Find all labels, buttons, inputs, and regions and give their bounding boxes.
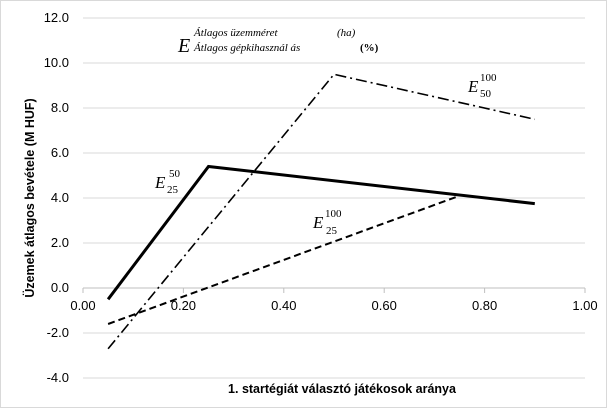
series-label-e25-100-base: E <box>312 213 324 232</box>
x-tick-label: 1.00 <box>572 298 597 313</box>
series-label-e25-50-base: E <box>154 173 166 192</box>
gridlines <box>82 17 586 379</box>
y-tick-label: 4.0 <box>51 190 69 205</box>
y-tick-label: 6.0 <box>51 145 69 160</box>
y-tick-label: 12.0 <box>44 10 69 25</box>
annotation-superscript-unit: (ha) <box>337 27 356 39</box>
x-tick-label: 0.00 <box>70 298 95 313</box>
series-line-solid <box>106 164 535 301</box>
x-axis-title: 1. startégiát választó játékosok aránya <box>228 382 457 396</box>
y-tick-label: 8.0 <box>51 100 69 115</box>
x-tick-label: 0.80 <box>472 298 497 313</box>
x-tick-label: 0.40 <box>271 298 296 313</box>
x-tick-labels: 0.00 0.20 0.40 0.60 0.80 1.00 <box>70 298 597 313</box>
series-label-e25-100: E 100 25 <box>312 208 342 237</box>
annotation-subscript-unit: (%) <box>360 42 379 54</box>
annotation-subscript: Átlagos gépkihasznál ás <box>193 42 300 54</box>
y-tick-labels: -4.0 -2.0 0.0 2.0 4.0 6.0 8.0 10.0 12.0 <box>44 10 69 385</box>
series-lines <box>106 73 535 350</box>
series-labels: E 50 25 E 100 50 E 100 25 <box>154 72 497 237</box>
series-label-e50-100-base: E <box>467 77 479 96</box>
series-label-e25-100-sub: 25 <box>326 225 338 237</box>
y-tick-label: 2.0 <box>51 235 69 250</box>
annotation-symbol: E <box>177 35 190 57</box>
formula-annotation: E Átlagos üzemméret (ha) Átlagos gépkiha… <box>177 27 379 57</box>
y-tick-label: -4.0 <box>47 370 69 385</box>
series-label-e25-50-sup: 50 <box>169 168 181 180</box>
series-label-e50-100-sub: 50 <box>480 88 492 100</box>
series-label-e25-100-sup: 100 <box>325 208 342 220</box>
y-tick-label: 10.0 <box>44 55 69 70</box>
series-label-e50-100: E 100 50 <box>467 72 497 100</box>
series-line-dashed <box>107 194 460 325</box>
series-label-e25-50: E 50 25 <box>154 168 181 196</box>
y-axis-title: Üzemek átlagos bevétele (M HUF) <box>22 98 37 297</box>
series-label-e50-100-sup: 100 <box>480 72 497 84</box>
y-tick-label: 0.0 <box>51 280 69 295</box>
series-line-dashdot <box>107 73 535 350</box>
x-tick-label: 0.60 <box>372 298 397 313</box>
series-label-e25-50-sub: 25 <box>167 184 179 196</box>
y-tick-label: -2.0 <box>47 325 69 340</box>
annotation-superscript: Átlagos üzemméret <box>193 27 279 39</box>
x-tick-label: 0.20 <box>171 298 196 313</box>
